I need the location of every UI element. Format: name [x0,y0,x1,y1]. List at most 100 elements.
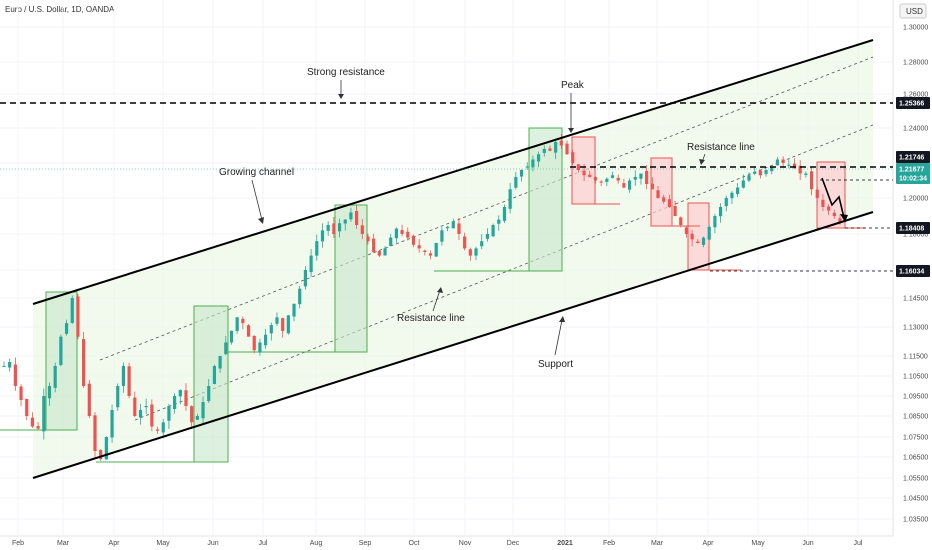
candle-down [548,148,552,151]
green-box-2 [193,305,229,463]
candle-up [804,173,808,175]
candle-up [451,221,455,229]
candle-up [173,396,177,409]
price-tag-label: 1.21677 [899,167,924,174]
candle-down [696,241,700,243]
x-tick-label: Mar [57,540,70,547]
channel-upper-line [32,39,874,305]
x-tick-label: Jul [259,540,268,547]
annotation-support-pointer [554,319,563,356]
x-tick-label: Feb [603,540,615,547]
annotation-support-arrowhead [559,316,565,322]
candle-up [2,366,6,367]
x-tick-label: Jun [802,540,813,547]
candle-up [787,164,791,166]
candle-up [508,189,512,209]
annotation-resistance-line-top-arrowhead [699,159,705,165]
candle-down [662,197,666,202]
x-tick-label: Nov [459,540,472,547]
price-tags: 1.25366 1.21746 1.21677 10:02:34 1.18408 1.16… [896,97,930,277]
candle-up [286,315,290,334]
price-tag-box [896,222,930,234]
candle-down [588,174,592,177]
candle-down [832,212,836,216]
candle-down [684,227,689,234]
candle-down [354,211,359,225]
y-tick-label: 1.10500 [903,374,928,381]
candle-up [292,303,296,317]
candle-up [320,230,325,242]
projection-arrow-head [840,214,848,222]
candle-down [758,170,762,176]
candle-down [673,206,677,216]
candle-down [792,163,797,169]
candle-down [377,251,381,256]
annotation-resistance-line-bottom: Resistance line [397,313,465,324]
candle-up [497,219,501,224]
candle-up [718,207,723,217]
candle-down [559,140,563,146]
candle-down [30,417,35,427]
candle-up [229,330,234,343]
candle-up [434,243,438,257]
x-tick-label: May [156,540,170,547]
candle-up [275,317,279,324]
candle-down [372,238,376,252]
candle-down [366,236,370,242]
candle-down [87,383,91,416]
price-tag-box [896,151,930,163]
candle-down [133,397,137,416]
price-tag-box [896,97,930,109]
candle-down [406,231,410,238]
candle-up [542,149,546,153]
candle-down [246,325,251,337]
time-axis[interactable]: Feb Mar Apr May Jun Jul Aug Sep Oct Nov Dec 2021 Feb… [12,540,863,547]
annotation-strong-resistance-arrowhead [338,94,344,99]
currency-button[interactable] [899,3,927,19]
annotation-peak: Peak [561,80,585,91]
candle-up [224,342,228,355]
candle-down [99,450,103,460]
candle-up [491,225,495,237]
y-tick-label: 1.11500 [903,354,928,361]
price-tag-label: 1.25366 [899,101,924,108]
candle-up [701,237,706,245]
candle-up [161,422,165,433]
candle-down [417,245,421,249]
candle-up [337,223,342,232]
candle-up [8,362,12,368]
candle-down [150,404,154,427]
candle-down [645,170,649,184]
candle-up [554,142,558,153]
candle-up [343,219,347,224]
candle-down [616,177,620,181]
y-tick-label: 1.08500 [903,414,928,421]
candle-up [70,298,74,323]
candle-down [576,164,580,170]
candle-up [389,237,393,246]
candle-up [121,366,126,387]
annotation-resistance-line-top: Resistance line [687,142,755,153]
y-tick-label: 1.05500 [903,476,928,483]
candle-down [252,335,256,351]
candle-down [184,390,188,406]
inner-dashed-line-lower [134,124,874,421]
annotation-growing-channel-arrowhead [258,217,264,224]
annotation-resistance-line-bottom-pointer [432,289,441,312]
candle-down [457,223,461,234]
candle-down [622,183,626,188]
annotation-peak-arrowhead [568,128,574,133]
candle-up [326,225,330,231]
candle-up [724,198,728,207]
candle-down [565,143,569,155]
candle-up [303,270,308,287]
x-tick-label: Dec [507,540,520,547]
candle-up [207,386,211,402]
x-tick-label: Apr [703,540,715,547]
candle-up [519,170,524,177]
candle-up [309,255,313,273]
candle-up [747,175,751,181]
candle-down [82,339,86,386]
candle-up [269,325,273,334]
